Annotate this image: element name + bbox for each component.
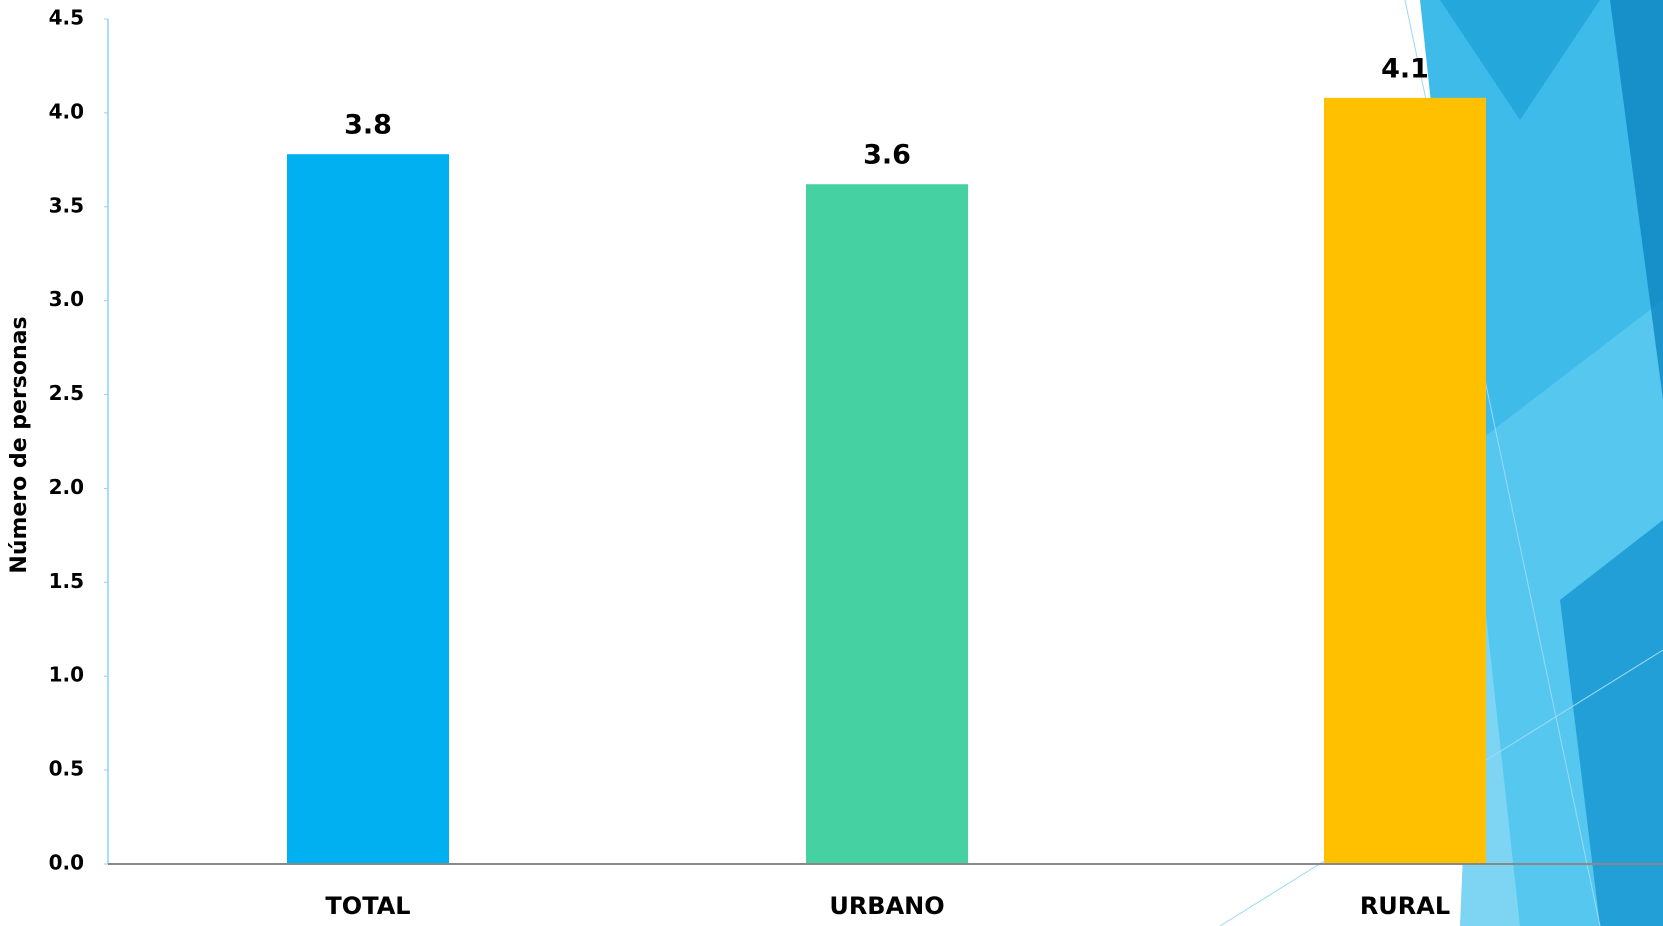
decor-shape bbox=[1440, 0, 1600, 120]
y-tick-label: 3.5 bbox=[49, 193, 84, 217]
value-label: 3.6 bbox=[863, 140, 911, 171]
bar bbox=[806, 184, 968, 864]
y-tick-label: 0.5 bbox=[49, 757, 84, 781]
x-tick-label: RURAL bbox=[1360, 892, 1450, 920]
y-tick-label: 1.5 bbox=[49, 569, 84, 593]
y-tick-label: 3.0 bbox=[49, 287, 84, 311]
y-axis-label: Número de personas bbox=[7, 316, 32, 573]
y-tick-label: 0.0 bbox=[49, 851, 84, 875]
y-tick-label: 4.0 bbox=[49, 99, 84, 123]
decor-shape bbox=[1560, 520, 1663, 926]
decor-shape bbox=[1610, 0, 1663, 400]
y-tick-label: 2.0 bbox=[49, 475, 84, 499]
x-tick-label: URBANO bbox=[829, 892, 944, 920]
bar bbox=[1324, 97, 1486, 864]
x-tick-label: TOTAL bbox=[325, 892, 410, 920]
value-label: 4.1 bbox=[1381, 53, 1429, 84]
y-tick-label: 1.0 bbox=[49, 663, 84, 687]
value-label: 3.8 bbox=[344, 110, 392, 141]
y-tick-label: 4.5 bbox=[49, 6, 84, 30]
bar bbox=[287, 154, 449, 864]
y-tick-label: 2.5 bbox=[49, 381, 84, 405]
